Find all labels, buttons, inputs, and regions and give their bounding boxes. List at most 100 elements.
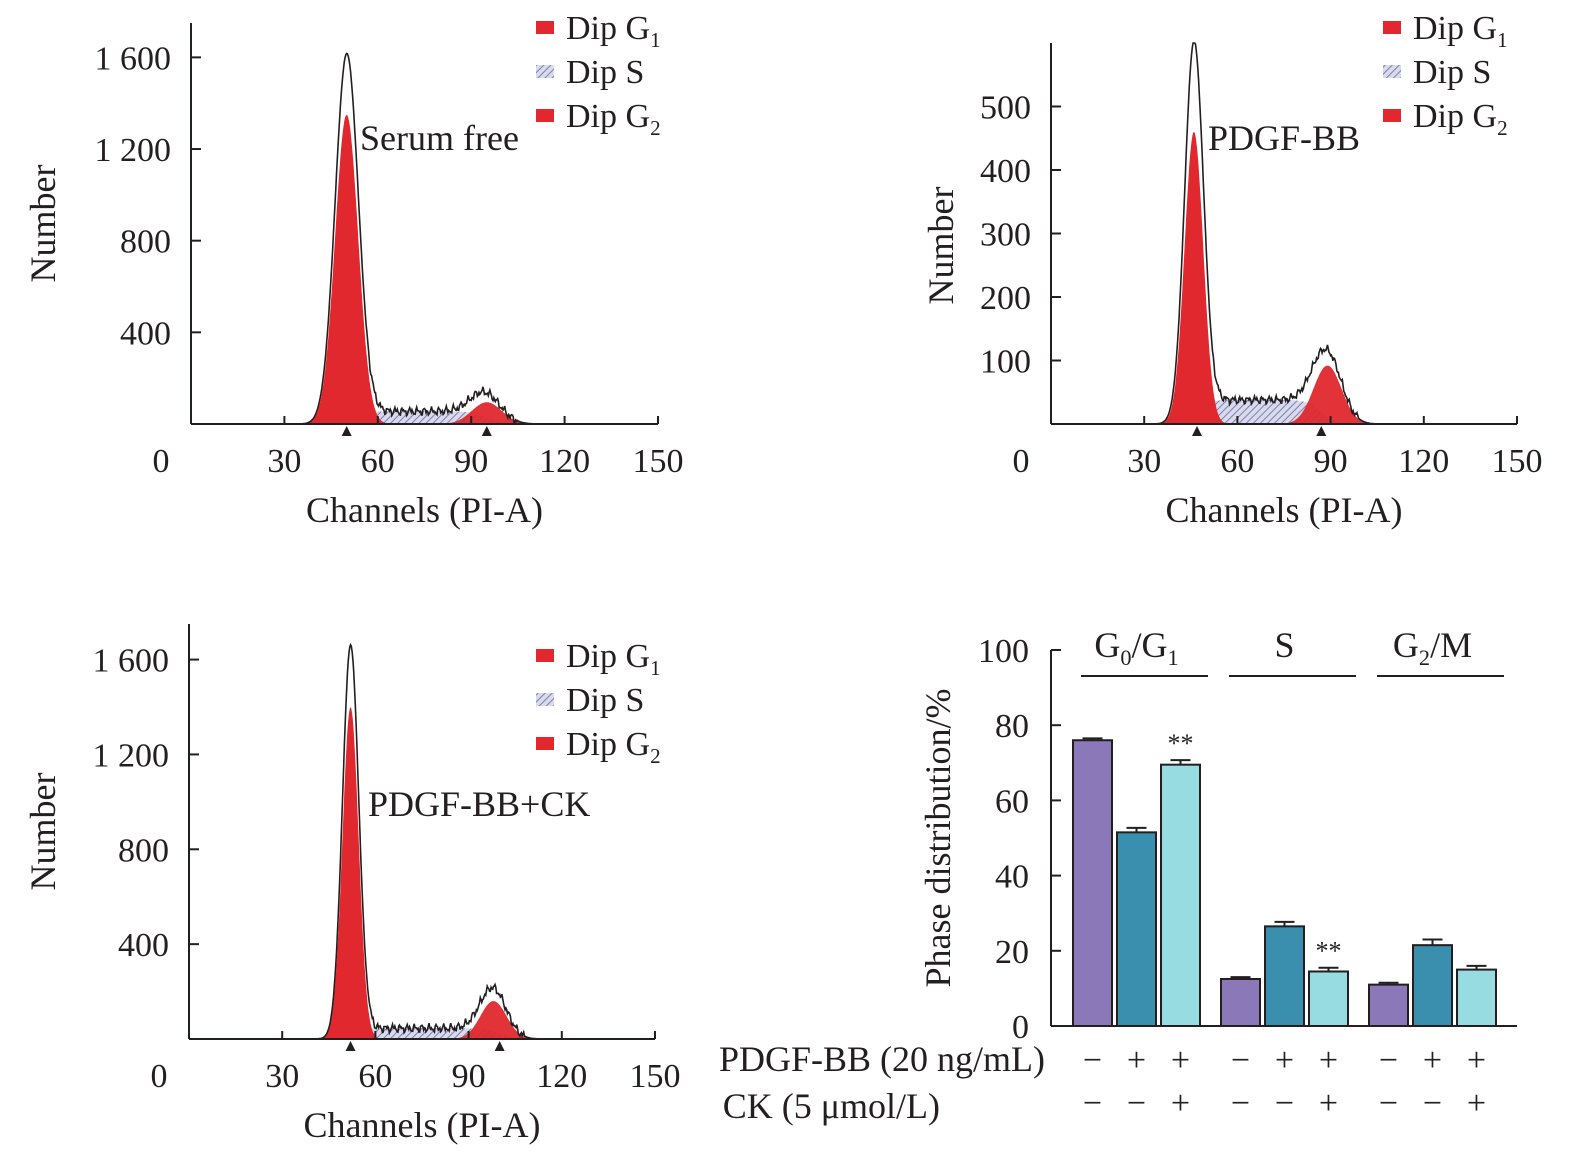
y-axis-title: Number xyxy=(921,187,961,305)
peak-marker xyxy=(1192,426,1203,436)
bar xyxy=(1264,925,1305,1027)
histogram-panel-2: 0 30 60 90 120 150 100 200 300 400 500 Channels (PI… xyxy=(921,10,1543,530)
bar xyxy=(1116,831,1157,1027)
dip-g1-peak xyxy=(296,114,397,424)
ck-sign: + xyxy=(1467,1085,1486,1122)
ck-sign: − xyxy=(1127,1085,1146,1122)
x-tick-label: 120 xyxy=(536,1058,587,1095)
y-tick-label: 60 xyxy=(995,783,1029,820)
x-axis-title: Channels (PI-A) xyxy=(304,1105,541,1145)
pdgf-sign: + xyxy=(1127,1042,1146,1079)
condition-label: PDGF-BB xyxy=(1208,118,1360,158)
pdgf-sign: + xyxy=(1423,1042,1442,1079)
dip-g2-peak xyxy=(430,402,543,424)
x-tick-label: 120 xyxy=(1398,443,1449,480)
legend-swatch xyxy=(536,693,554,706)
dip-g1-peak xyxy=(1144,131,1244,424)
group-label: S xyxy=(1274,625,1294,665)
envelope-line xyxy=(284,52,534,425)
group-label: G2/M xyxy=(1393,625,1472,670)
y-axis-title: Phase distribution/% xyxy=(918,689,958,988)
bar xyxy=(1412,944,1453,1027)
y-tick-label: 400 xyxy=(980,153,1031,190)
x-tick-label: 60 xyxy=(358,1058,392,1095)
y-axis-title: Number xyxy=(23,165,63,283)
legend-swatch xyxy=(1383,21,1401,34)
legend-swatch xyxy=(536,109,554,122)
y-tick-label: 80 xyxy=(995,708,1029,745)
histogram-panel-1: 0 30 60 90 120 150 400 800 1 200 1 600 Channels (P… xyxy=(23,10,684,530)
legend-swatch xyxy=(536,21,554,34)
ck-row-label: CK (5 μmol/L) xyxy=(723,1086,940,1126)
peak-marker xyxy=(494,1041,505,1051)
x-tick-label: 90 xyxy=(454,443,488,480)
y-tick-label: 800 xyxy=(120,224,171,261)
ck-sign: + xyxy=(1319,1085,1338,1122)
y-axis-title: Number xyxy=(23,773,63,891)
x-axis-title: Channels (PI-A) xyxy=(1166,490,1403,530)
y-tick-label: 40 xyxy=(995,859,1029,896)
legend-label: Dip G1 xyxy=(566,638,661,680)
x-axis-title: Channels (PI-A) xyxy=(306,490,543,530)
x-tick-label: 90 xyxy=(452,1058,486,1095)
legend-label: Dip S xyxy=(566,682,644,719)
pdgf-sign: + xyxy=(1467,1042,1486,1079)
ck-sign: − xyxy=(1231,1085,1250,1122)
pdgf-sign: + xyxy=(1171,1042,1190,1079)
x-tick-label: 60 xyxy=(1220,443,1254,480)
legend-label: Dip S xyxy=(566,54,644,91)
histogram-panel-3: 0 30 60 90 120 150 400 800 1 200 1 600 Channels (P… xyxy=(23,624,681,1145)
pdgf-sign: + xyxy=(1275,1042,1294,1079)
dip-g2-peak xyxy=(1271,365,1384,424)
y-tick-label: 1 600 xyxy=(95,40,172,77)
bar xyxy=(1160,763,1201,1027)
pdgf-sign: − xyxy=(1231,1042,1250,1079)
peak-marker xyxy=(345,1041,356,1051)
significance-mark: ** xyxy=(1168,729,1194,758)
x-tick-label: 120 xyxy=(539,443,590,480)
dip-g2-peak xyxy=(437,1001,550,1039)
group-label: G0/G1 xyxy=(1094,625,1178,670)
pdgf-sign: + xyxy=(1319,1042,1338,1079)
legend-label: Dip G2 xyxy=(566,98,661,140)
y-tick-label: 1 200 xyxy=(93,737,170,774)
x-tick-label: 0 xyxy=(153,443,170,480)
condition-label: PDGF-BB+CK xyxy=(368,784,590,824)
bar xyxy=(1308,970,1349,1027)
y-tick-label: 100 xyxy=(980,344,1031,381)
y-tick-label: 100 xyxy=(978,633,1029,670)
y-tick-label: 1 200 xyxy=(95,132,172,169)
bar xyxy=(1220,978,1261,1027)
x-tick-label: 30 xyxy=(1127,443,1161,480)
condition-label: Serum free xyxy=(360,118,519,158)
ck-sign: + xyxy=(1171,1085,1190,1122)
x-tick-label: 90 xyxy=(1314,443,1348,480)
y-tick-label: 800 xyxy=(118,832,169,869)
x-tick-label: 150 xyxy=(1492,443,1543,480)
y-tick-label: 300 xyxy=(980,217,1031,254)
ck-sign: − xyxy=(1379,1085,1398,1122)
x-tick-label: 0 xyxy=(1013,443,1030,480)
x-tick-label: 0 xyxy=(151,1058,168,1095)
envelope-line xyxy=(288,642,541,1040)
y-tick-label: 400 xyxy=(118,927,169,964)
bar xyxy=(1368,983,1409,1028)
legend-label: Dip G2 xyxy=(566,726,661,768)
legend-label: Dip G1 xyxy=(566,10,661,52)
x-tick-label: 30 xyxy=(267,443,301,480)
legend-swatch xyxy=(536,65,554,78)
x-tick-label: 30 xyxy=(265,1058,299,1095)
legend-swatch xyxy=(1383,109,1401,122)
legend-swatch xyxy=(1383,65,1401,78)
pdgf-sign: − xyxy=(1083,1042,1102,1079)
dip-g1-peak xyxy=(300,707,401,1039)
pdgf-row-label: PDGF-BB (20 ng/mL) xyxy=(719,1039,1045,1079)
x-tick-label: 150 xyxy=(630,1058,681,1095)
y-tick-label: 0 xyxy=(1012,1009,1029,1046)
legend-swatch xyxy=(536,737,554,750)
pdgf-sign: − xyxy=(1379,1042,1398,1079)
y-tick-label: 20 xyxy=(995,934,1029,971)
significance-mark: ** xyxy=(1316,937,1342,966)
peak-marker xyxy=(1316,426,1327,436)
